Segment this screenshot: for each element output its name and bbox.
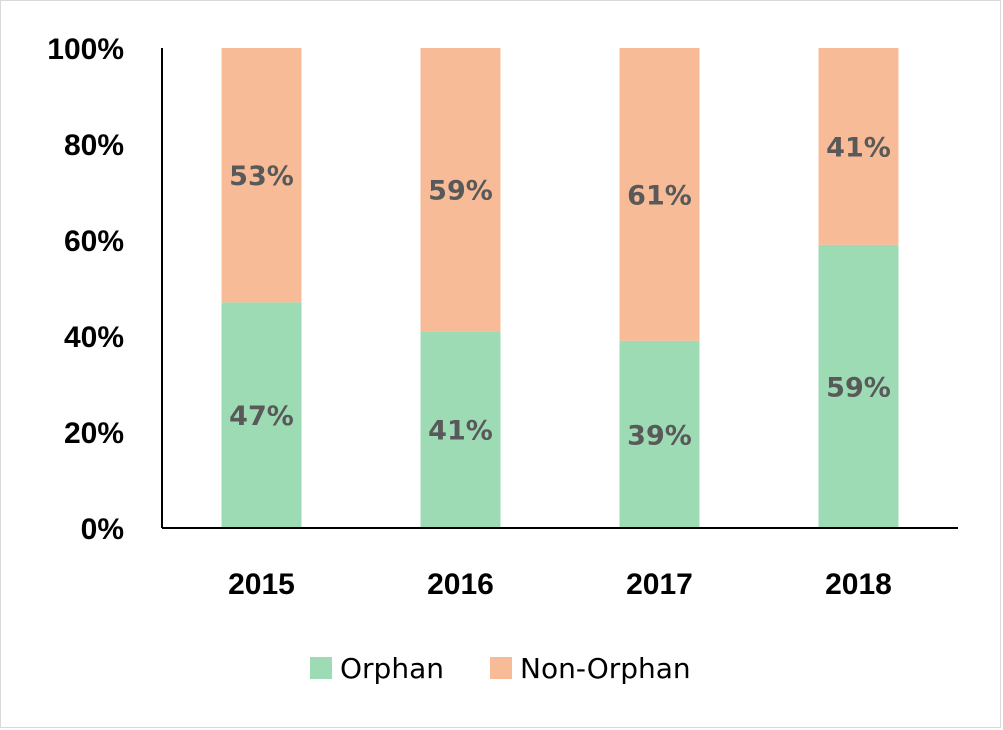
data-label: 41% [826, 132, 891, 163]
bar-non-orphan-2018 [818, 48, 899, 245]
data-label: 59% [428, 176, 493, 207]
data-label: 61% [627, 180, 692, 211]
bars [221, 48, 899, 529]
y-axis-tick-labels: 0% 20% 40% 60% 80% 100% [47, 33, 124, 546]
y-tick-label: 100% [47, 33, 124, 66]
legend-label: Non-Orphan [520, 652, 691, 685]
bar-orphan-2018 [818, 244, 899, 529]
data-label: 39% [627, 420, 692, 451]
y-tick-label: 40% [64, 321, 124, 354]
x-tick-label: 2016 [427, 568, 494, 601]
bar-orphan-2016 [420, 331, 501, 528]
data-label: 47% [229, 401, 294, 432]
bar-orphan-2015 [221, 302, 302, 528]
data-labels: 47% 53% 41% 59% 39% 61% 59% 41% [229, 132, 891, 451]
data-label: 53% [229, 161, 294, 192]
y-tick-label: 20% [64, 417, 124, 450]
data-label: 41% [428, 416, 493, 447]
x-tick-label: 2015 [228, 568, 295, 601]
y-tick-label: 80% [64, 129, 124, 162]
bar-non-orphan-2017 [619, 48, 700, 341]
legend: Orphan Non-Orphan [310, 652, 691, 685]
y-tick-label: 0% [81, 513, 124, 546]
data-label: 59% [826, 372, 891, 403]
x-tick-label: 2017 [626, 568, 693, 601]
y-tick-label: 60% [64, 225, 124, 258]
bar-non-orphan-2016 [420, 48, 501, 332]
legend-swatch [310, 657, 332, 679]
legend-swatch [490, 657, 512, 679]
x-axis-tick-labels: 2015 2016 2017 2018 [228, 568, 892, 601]
x-tick-label: 2018 [825, 568, 892, 601]
bar-orphan-2017 [619, 340, 700, 528]
legend-label: Orphan [340, 652, 444, 685]
bar-non-orphan-2015 [221, 48, 302, 303]
